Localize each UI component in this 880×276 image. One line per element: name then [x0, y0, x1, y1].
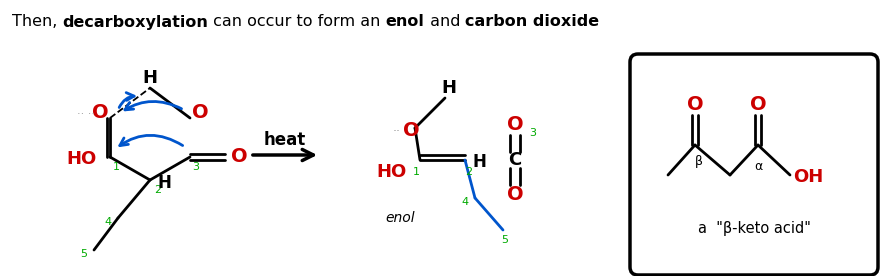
- Text: O: O: [231, 147, 247, 166]
- Text: O: O: [92, 102, 108, 121]
- Text: β: β: [695, 155, 703, 168]
- Text: 5: 5: [80, 249, 87, 259]
- Text: ·· ··: ·· ··: [77, 109, 95, 119]
- Text: decarboxylation: decarboxylation: [62, 15, 209, 30]
- Text: heat: heat: [264, 131, 306, 149]
- Text: O: O: [507, 115, 524, 134]
- Text: H: H: [442, 79, 457, 97]
- Text: can occur to form an: can occur to form an: [209, 15, 385, 30]
- Text: 4: 4: [105, 217, 112, 227]
- FancyArrowPatch shape: [119, 93, 134, 107]
- Text: 1: 1: [413, 167, 420, 177]
- Text: 3: 3: [530, 128, 537, 138]
- FancyBboxPatch shape: [630, 54, 878, 275]
- Text: H: H: [472, 153, 486, 171]
- Text: enol: enol: [385, 15, 425, 30]
- Text: 2: 2: [154, 185, 162, 195]
- Text: and: and: [425, 15, 466, 30]
- FancyArrowPatch shape: [120, 135, 183, 146]
- Text: H: H: [143, 69, 158, 87]
- Text: a  "β-keto acid": a "β-keto acid": [698, 222, 810, 237]
- Text: 3: 3: [193, 162, 200, 172]
- Text: H: H: [157, 174, 171, 192]
- Text: carbon dioxide: carbon dioxide: [466, 15, 599, 30]
- Text: 4: 4: [461, 197, 468, 207]
- Text: ··: ··: [393, 126, 401, 139]
- Text: HO: HO: [67, 150, 97, 168]
- Text: C: C: [509, 151, 522, 169]
- Text: HO: HO: [377, 163, 407, 181]
- Text: enol: enol: [385, 211, 414, 225]
- Text: 2: 2: [466, 167, 473, 177]
- Text: 5: 5: [502, 235, 509, 245]
- Text: O: O: [507, 185, 524, 205]
- Text: O: O: [403, 121, 419, 139]
- Text: O: O: [192, 102, 209, 121]
- Text: 1: 1: [113, 162, 120, 172]
- Text: α: α: [754, 161, 762, 174]
- Text: O: O: [750, 95, 766, 115]
- Text: Then,: Then,: [12, 15, 62, 30]
- Text: O: O: [686, 95, 703, 115]
- FancyArrowPatch shape: [125, 102, 181, 110]
- Text: OH: OH: [793, 168, 823, 186]
